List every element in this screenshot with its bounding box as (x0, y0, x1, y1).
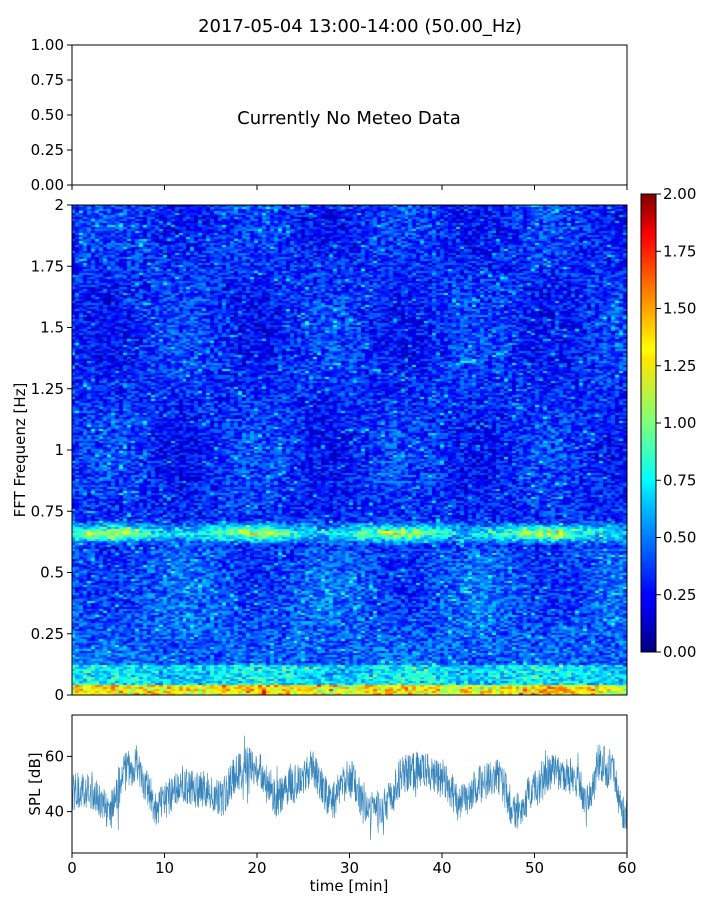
colorbar-tick-label: 1.75 (663, 242, 696, 260)
spl-x-tick-label: 60 (617, 859, 636, 877)
meteo-xticks (71, 185, 628, 190)
spl-yticks: 40 60 (45, 747, 72, 821)
colorbar-gradient (641, 194, 656, 652)
spectrogram-image (72, 205, 627, 695)
spectrogram-panel: 0 0.25 0.5 0.75 1 1.25 1.5 1.75 2 FFT Frequenz [… (11, 196, 628, 704)
spl-x-tick-label: 40 (432, 859, 451, 877)
spl-x-tick-label: 10 (155, 859, 174, 877)
meteo-y-tick-label: 0.25 (31, 141, 64, 159)
spectrogram-y-tick-label: 1.5 (40, 319, 64, 337)
meteo-y-tick-label: 1.00 (31, 36, 64, 54)
colorbar-tick-label: 1.50 (663, 300, 696, 318)
colorbar: 0.00 0.25 0.50 0.75 1.00 1.25 1.50 1.75 2.00 (640, 185, 696, 661)
colorbar-tick-label: 0.00 (663, 643, 696, 661)
meteo-y-tick-label: 0.00 (31, 176, 64, 194)
spectrogram-y-tick-label: 0 (54, 686, 64, 704)
spectrogram-y-tick-label: 0.5 (40, 564, 64, 582)
spl-x-tick-label: 30 (340, 859, 359, 877)
no-data-message: Currently No Meteo Data (237, 108, 461, 129)
figure-title: 2017-05-04 13:00-14:00 (50.00_Hz) (198, 16, 522, 37)
spl-line (71, 735, 628, 841)
spl-series-line (71, 735, 628, 841)
meteo-panel: 0.00 0.25 0.50 0.75 1.00 Currently No Meteo … (31, 36, 628, 194)
spl-y-tick-label: 40 (45, 803, 64, 821)
spectrogram-y-tick-label: 1 (54, 441, 64, 459)
spectrogram-y-tick-label: 1.75 (31, 257, 64, 275)
spectrogram-y-tick-label: 1.25 (31, 380, 64, 398)
colorbar-tick-label: 0.25 (663, 586, 696, 604)
spectrogram-y-tick-label: 0.25 (31, 625, 64, 643)
colorbar-tick-label: 0.75 (663, 471, 696, 489)
spectrogram-yticks: 0 0.25 0.5 0.75 1 1.25 1.5 1.75 2 (31, 196, 72, 704)
spl-x-tick-label: 20 (247, 859, 266, 877)
spl-y-tick-label: 60 (45, 747, 64, 765)
colorbar-tick-label: 1.25 (663, 357, 696, 375)
meteo-y-tick-label: 0.75 (31, 71, 64, 89)
meteo-yticks: 0.00 0.25 0.50 0.75 1.00 (31, 36, 72, 194)
spectrogram-y-tick-label: 0.75 (31, 502, 64, 520)
spl-panel: 40 60 0 10 20 30 40 50 60 SPL [dB] time [min] (26, 714, 637, 895)
spl-xlabel: time [min] (310, 877, 389, 895)
meteo-y-tick-label: 0.50 (31, 106, 64, 124)
spl-x-tick-label: 0 (67, 859, 77, 877)
colorbar-tick-label: 1.00 (663, 414, 696, 432)
colorbar-tick-label: 2.00 (663, 185, 696, 203)
spl-ylabel: SPL [dB] (26, 752, 44, 815)
spl-x-tick-label: 50 (525, 859, 544, 877)
spectrogram-y-tick-label: 2 (54, 196, 64, 214)
spl-xticks: 0 10 20 30 40 50 60 (67, 853, 637, 877)
colorbar-tick-label: 0.50 (663, 529, 696, 547)
colorbar-ticks: 0.00 0.25 0.50 0.75 1.00 1.25 1.50 1.75 2.00 (656, 185, 696, 661)
spectrogram-ylabel: FFT Frequenz [Hz] (11, 383, 29, 518)
